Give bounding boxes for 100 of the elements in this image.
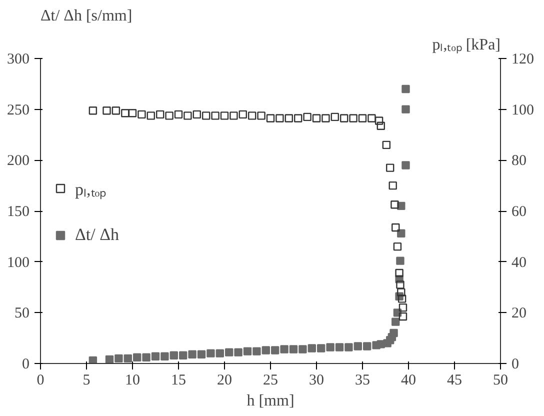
point: [170, 351, 178, 360]
point: [112, 106, 120, 115]
point: [128, 109, 137, 118]
point: [114, 354, 123, 363]
point: [402, 105, 410, 114]
y2-tick-label: 80: [512, 153, 526, 170]
x-tick-label: 20: [217, 372, 232, 388]
x-tick-label: 15: [171, 372, 186, 388]
point: [368, 114, 376, 122]
y-tick-label: 200: [7, 153, 30, 170]
point: [349, 114, 358, 122]
point: [184, 112, 192, 120]
y-tick-label: 250: [7, 102, 30, 118]
x-tick-label: 25: [263, 372, 278, 388]
point: [382, 140, 391, 150]
point: [225, 348, 234, 356]
y-tick-label: 300: [7, 52, 30, 68]
point: [197, 350, 206, 358]
point: [340, 114, 348, 122]
point: [388, 181, 397, 190]
point: [392, 223, 400, 232]
point: [266, 114, 275, 122]
point: [252, 347, 261, 356]
point: [398, 294, 406, 303]
point: [206, 349, 215, 358]
x-tick-label: 50: [493, 372, 508, 388]
y-tick-label: 150: [7, 204, 30, 220]
point: [188, 350, 196, 358]
y-tick-label: 100: [7, 254, 30, 271]
point: [234, 348, 242, 356]
point: [238, 110, 247, 119]
point: [88, 356, 98, 364]
point: [138, 110, 146, 119]
point: [271, 346, 280, 354]
point: [326, 343, 334, 352]
point: [284, 114, 293, 122]
point: [257, 112, 266, 120]
point: [344, 343, 353, 352]
point: [396, 256, 404, 265]
point: [133, 353, 142, 362]
point: [105, 355, 114, 364]
point: [165, 112, 174, 120]
point: [397, 288, 406, 296]
point: [322, 114, 330, 122]
point: [102, 106, 111, 115]
point: [160, 352, 169, 360]
x-tick-label: 45: [447, 372, 462, 388]
point: [174, 110, 183, 119]
y-axis-title: Δt/ Δh [s/mm]: [40, 8, 132, 24]
point: [294, 114, 302, 122]
point: [335, 343, 344, 352]
legend-label: pₗ,ₜₒₚ: [75, 178, 107, 200]
point: [398, 312, 408, 321]
point: [280, 345, 288, 354]
y2-tick-label: 120: [512, 52, 534, 68]
point: [248, 112, 256, 120]
point: [179, 351, 188, 360]
point: [151, 352, 160, 360]
point: [220, 112, 229, 120]
point: [312, 114, 321, 122]
point: [289, 345, 298, 354]
point: [156, 110, 164, 119]
point: [396, 280, 404, 289]
x-tick-label: 35: [355, 372, 370, 388]
x-tick-label: 5: [82, 372, 90, 388]
point: [402, 84, 410, 94]
point: [88, 106, 98, 115]
point: [146, 112, 155, 120]
legend-label: Δt/ Δh: [75, 224, 120, 244]
y-tick-label: 50: [14, 306, 30, 322]
point: [211, 112, 220, 120]
point: [121, 109, 130, 118]
point: [354, 342, 362, 350]
point: [390, 200, 399, 209]
point: [390, 328, 398, 338]
point: [358, 114, 367, 122]
point: [330, 112, 339, 122]
point: [124, 354, 132, 363]
y2-tick-label: 40: [512, 254, 526, 271]
point: [216, 349, 224, 358]
y2-tick-label: 100: [512, 102, 534, 118]
point: [397, 229, 406, 238]
point: [230, 112, 238, 120]
point: [202, 112, 210, 120]
point: [395, 268, 404, 278]
point: [303, 112, 312, 122]
point: [142, 353, 150, 362]
point: [374, 116, 384, 125]
y2-tick-label: 0: [512, 356, 519, 372]
y2-tick-label: 20: [512, 306, 526, 322]
point: [393, 242, 402, 251]
x-axis-title: h [mm]: [246, 392, 294, 410]
point: [243, 347, 252, 356]
y2-tick-label: 60: [512, 204, 526, 220]
point: [386, 164, 394, 172]
point: [398, 303, 408, 312]
point: [276, 114, 284, 122]
x-tick-label: 10: [125, 372, 140, 388]
point: [298, 345, 307, 354]
point: [363, 342, 372, 350]
